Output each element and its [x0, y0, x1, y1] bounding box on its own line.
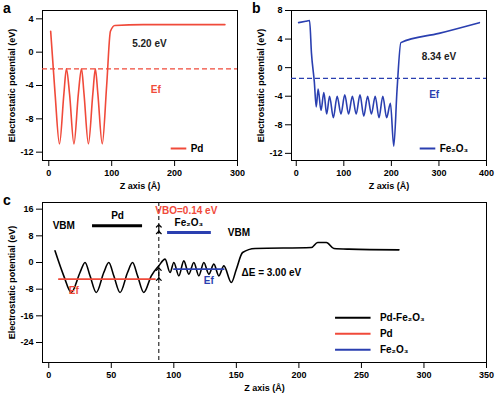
svg-text:200: 200 — [384, 168, 399, 178]
svg-text:150: 150 — [229, 370, 244, 380]
svg-text:5.20 eV: 5.20 eV — [132, 38, 167, 49]
svg-text:Ef: Ef — [69, 285, 80, 296]
svg-text:Ef: Ef — [204, 275, 215, 286]
svg-text:Pd: Pd — [111, 210, 124, 221]
svg-text:4: 4 — [28, 14, 33, 24]
svg-text:Z axis (Å): Z axis (Å) — [369, 181, 410, 191]
svg-text:-4: -4 — [274, 91, 282, 101]
svg-text:ΔE = 3.00 eV: ΔE = 3.00 eV — [242, 267, 302, 278]
svg-text:300: 300 — [230, 168, 245, 178]
svg-text:VBM: VBM — [228, 227, 250, 238]
svg-text:Electrostatic potential (eV): Electrostatic potential (eV) — [256, 29, 266, 143]
svg-text:16: 16 — [23, 204, 33, 214]
svg-text:300: 300 — [416, 370, 431, 380]
svg-text:-8: -8 — [274, 120, 282, 130]
svg-text:-8: -8 — [25, 114, 33, 124]
svg-text:0: 0 — [28, 257, 33, 267]
svg-text:100: 100 — [336, 168, 351, 178]
svg-text:Z axis (Å): Z axis (Å) — [120, 181, 161, 191]
svg-text:Pd: Pd — [380, 328, 393, 339]
svg-text:Z axis (Å): Z axis (Å) — [244, 383, 285, 393]
svg-text:-12: -12 — [269, 148, 282, 158]
svg-text:50: 50 — [106, 370, 116, 380]
svg-text:Fe₂O₃: Fe₂O₃ — [440, 143, 469, 154]
svg-text:Ef: Ef — [151, 84, 162, 95]
svg-text:Electrostatic potential (eV): Electrostatic potential (eV) — [7, 226, 17, 340]
svg-text:400: 400 — [479, 168, 494, 178]
svg-text:Fe₂O₃: Fe₂O₃ — [175, 217, 204, 228]
svg-text:350: 350 — [479, 370, 494, 380]
svg-text:100: 100 — [104, 168, 119, 178]
svg-text:8.34 eV: 8.34 eV — [422, 51, 457, 62]
svg-text:4: 4 — [277, 34, 282, 44]
svg-text:-24: -24 — [20, 337, 33, 347]
svg-text:Pd: Pd — [191, 143, 204, 154]
svg-text:-8: -8 — [25, 284, 33, 294]
svg-text:-4: -4 — [25, 80, 33, 90]
svg-text:0: 0 — [46, 370, 51, 380]
svg-text:-12: -12 — [20, 147, 33, 157]
svg-text:200: 200 — [291, 370, 306, 380]
svg-text:Ef: Ef — [429, 89, 440, 100]
svg-text:100: 100 — [166, 370, 181, 380]
html-text:c: c — [3, 192, 11, 208]
svg-text:0: 0 — [28, 47, 33, 57]
svg-text:Pd-Fe₂O₃: Pd-Fe₂O₃ — [380, 312, 425, 323]
svg-text:0: 0 — [294, 168, 299, 178]
svg-text:8: 8 — [277, 5, 282, 15]
svg-text:-16: -16 — [20, 311, 33, 321]
svg-text:250: 250 — [354, 370, 369, 380]
html-text:b: b — [252, 0, 261, 16]
svg-text:VBM: VBM — [53, 220, 75, 231]
svg-text:0: 0 — [46, 168, 51, 178]
svg-text:300: 300 — [431, 168, 446, 178]
html-text:a: a — [3, 0, 11, 16]
svg-text:200: 200 — [167, 168, 182, 178]
svg-text:8: 8 — [28, 231, 33, 241]
svg-text:VBO=0.14 eV: VBO=0.14 eV — [155, 205, 217, 216]
svg-text:0: 0 — [277, 63, 282, 73]
svg-text:Electrostatic potential (eV): Electrostatic potential (eV) — [7, 29, 17, 143]
svg-text:Fe₂O₃: Fe₂O₃ — [380, 344, 409, 355]
